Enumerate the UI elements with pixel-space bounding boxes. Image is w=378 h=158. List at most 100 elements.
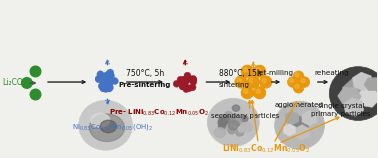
Text: reheating: reheating [315, 70, 350, 76]
Polygon shape [338, 87, 361, 105]
Text: single crystal
primary particles: single crystal primary particles [311, 103, 370, 117]
Ellipse shape [231, 116, 241, 125]
Circle shape [243, 68, 248, 72]
Circle shape [235, 76, 247, 88]
Ellipse shape [236, 129, 244, 136]
Circle shape [288, 77, 298, 87]
Circle shape [100, 85, 107, 92]
Circle shape [237, 78, 242, 83]
Circle shape [105, 79, 112, 86]
Circle shape [260, 76, 272, 88]
Ellipse shape [236, 118, 247, 127]
Ellipse shape [218, 123, 226, 129]
Circle shape [173, 80, 180, 87]
Ellipse shape [228, 121, 239, 130]
Ellipse shape [218, 118, 227, 126]
Circle shape [107, 77, 114, 84]
Polygon shape [290, 116, 308, 135]
Circle shape [186, 85, 193, 92]
Circle shape [181, 79, 187, 86]
Text: Pre-sintering: Pre-sintering [119, 82, 171, 88]
Circle shape [293, 71, 304, 82]
Ellipse shape [208, 98, 259, 146]
Text: Pre- LiNi$_{0.83}$Co$_{0.12}$Mn$_{0.05}$O$_2$: Pre- LiNi$_{0.83}$Co$_{0.12}$Mn$_{0.05}$… [108, 108, 208, 118]
Ellipse shape [274, 101, 324, 149]
Ellipse shape [79, 100, 132, 150]
Circle shape [180, 79, 187, 86]
Polygon shape [356, 88, 378, 107]
Circle shape [180, 78, 186, 85]
Ellipse shape [237, 109, 243, 114]
Circle shape [184, 72, 191, 79]
Circle shape [295, 84, 299, 88]
Ellipse shape [329, 67, 378, 120]
Text: 750°C, 5h: 750°C, 5h [126, 69, 164, 78]
Circle shape [22, 78, 32, 88]
Circle shape [107, 76, 114, 82]
Circle shape [180, 83, 187, 90]
Circle shape [103, 72, 110, 79]
Circle shape [100, 81, 107, 88]
Circle shape [262, 78, 266, 83]
Polygon shape [294, 125, 310, 140]
Circle shape [247, 76, 260, 88]
Circle shape [180, 76, 187, 83]
Circle shape [189, 84, 196, 91]
Circle shape [102, 85, 109, 92]
Ellipse shape [100, 120, 116, 133]
Circle shape [180, 78, 186, 85]
Circle shape [103, 82, 110, 89]
Circle shape [95, 75, 102, 82]
Text: secondary particles: secondary particles [211, 113, 279, 119]
Circle shape [256, 68, 260, 72]
Circle shape [112, 78, 118, 85]
Polygon shape [285, 111, 299, 125]
Circle shape [99, 73, 106, 80]
Ellipse shape [228, 114, 236, 121]
Circle shape [102, 80, 109, 87]
Ellipse shape [238, 126, 245, 132]
Circle shape [190, 75, 197, 82]
Text: Ni$_{0.83}$Co$_{0.12}$Mn$_{0.05}$(OH)$_2$: Ni$_{0.83}$Co$_{0.12}$Mn$_{0.05}$(OH)$_2… [72, 122, 153, 132]
Circle shape [190, 76, 197, 83]
Circle shape [105, 78, 112, 85]
Circle shape [301, 79, 305, 83]
Circle shape [256, 89, 260, 93]
Polygon shape [302, 110, 317, 126]
Ellipse shape [225, 112, 232, 118]
Circle shape [183, 86, 190, 93]
Circle shape [105, 85, 113, 92]
Polygon shape [353, 72, 372, 91]
Circle shape [183, 77, 189, 84]
Text: Li₂CO₃: Li₂CO₃ [2, 79, 26, 88]
Text: 880°C, 15h: 880°C, 15h [219, 69, 262, 78]
Circle shape [181, 80, 189, 87]
Circle shape [254, 87, 266, 99]
Circle shape [106, 79, 113, 86]
Circle shape [182, 77, 189, 84]
Circle shape [241, 65, 254, 77]
Circle shape [100, 77, 107, 84]
Text: agglomerated: agglomerated [274, 102, 323, 108]
Ellipse shape [226, 125, 233, 131]
Circle shape [243, 89, 248, 93]
Ellipse shape [228, 128, 235, 134]
Ellipse shape [90, 114, 124, 141]
Ellipse shape [226, 116, 234, 123]
Ellipse shape [242, 122, 253, 132]
Circle shape [190, 79, 197, 85]
Circle shape [104, 76, 110, 83]
Circle shape [106, 79, 113, 86]
Circle shape [295, 73, 299, 77]
Circle shape [105, 77, 112, 84]
Circle shape [30, 66, 41, 77]
Circle shape [241, 87, 254, 99]
Circle shape [179, 83, 186, 90]
Circle shape [107, 71, 114, 78]
Ellipse shape [232, 105, 240, 111]
Circle shape [299, 77, 310, 87]
Circle shape [104, 77, 111, 84]
Circle shape [107, 73, 115, 80]
Polygon shape [364, 77, 378, 91]
Text: sintering: sintering [219, 82, 250, 88]
